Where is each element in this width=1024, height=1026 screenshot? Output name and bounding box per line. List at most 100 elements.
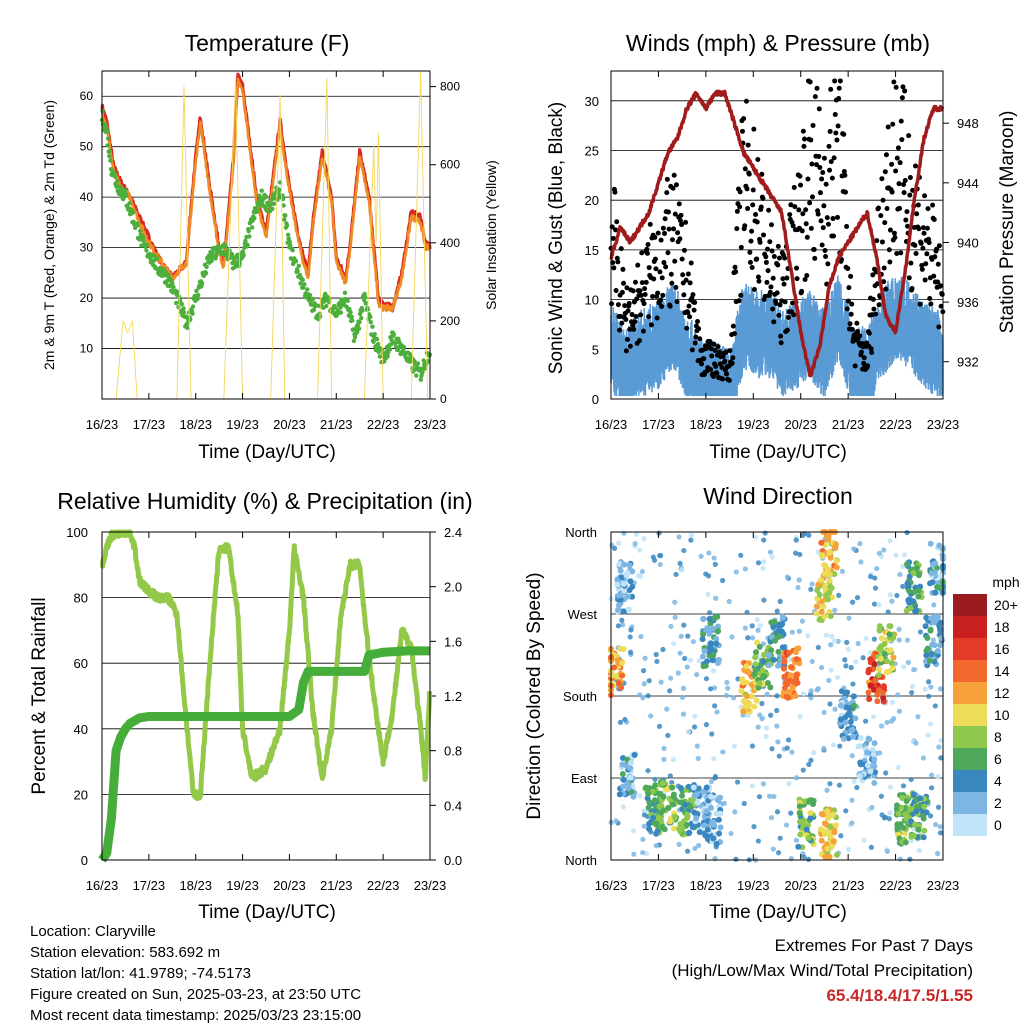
direction-point bbox=[819, 552, 826, 559]
direction-point bbox=[885, 609, 891, 615]
td2m-series bbox=[99, 108, 433, 382]
gust-point bbox=[902, 88, 908, 94]
legend-swatch bbox=[953, 726, 987, 748]
direction-point bbox=[895, 692, 901, 698]
direction-point bbox=[793, 671, 800, 678]
direction-point bbox=[709, 657, 716, 664]
gust-point bbox=[612, 189, 618, 195]
legend-swatch bbox=[953, 748, 987, 770]
direction-point bbox=[677, 821, 684, 828]
direction-point bbox=[752, 534, 758, 540]
direction-point bbox=[625, 606, 632, 613]
gust-point bbox=[780, 276, 786, 282]
direction-point bbox=[677, 650, 683, 656]
gust-point bbox=[653, 266, 659, 272]
direction-point bbox=[828, 667, 834, 673]
gust-point bbox=[906, 275, 912, 281]
td2m-point bbox=[108, 166, 114, 172]
direction-point bbox=[844, 712, 851, 719]
gust-point bbox=[681, 292, 687, 298]
gust-point bbox=[857, 333, 863, 339]
gust-point bbox=[898, 118, 904, 124]
gust-point bbox=[727, 348, 733, 354]
direction-point bbox=[931, 619, 938, 626]
gust-point bbox=[614, 219, 620, 225]
gust-point bbox=[837, 78, 843, 84]
legend-swatch bbox=[953, 814, 987, 836]
direction-point bbox=[766, 651, 773, 658]
direction-point bbox=[656, 803, 663, 810]
gust-point bbox=[938, 303, 944, 309]
direction-point bbox=[726, 598, 732, 605]
direction-point bbox=[826, 677, 832, 683]
gust-point bbox=[650, 293, 656, 299]
gust-point bbox=[922, 277, 928, 283]
gust-point bbox=[636, 338, 642, 344]
gust-point bbox=[935, 261, 941, 267]
direction-point bbox=[708, 778, 714, 785]
direction-point bbox=[764, 691, 770, 697]
direction-point bbox=[685, 848, 691, 854]
gust-point bbox=[814, 85, 820, 91]
gust-point bbox=[748, 238, 754, 244]
gust-point bbox=[920, 225, 926, 231]
direction-point bbox=[846, 615, 852, 621]
td2m-point bbox=[107, 153, 112, 159]
direction-point bbox=[777, 598, 783, 604]
direction-point bbox=[755, 560, 762, 566]
direction-point bbox=[710, 668, 716, 674]
y-tick-label: North bbox=[565, 525, 597, 540]
td2m-point bbox=[295, 269, 300, 274]
gust-point bbox=[875, 205, 881, 211]
td2m-point bbox=[141, 238, 146, 244]
direction-point bbox=[796, 660, 803, 667]
direction-point bbox=[692, 845, 698, 852]
direction-point bbox=[837, 716, 844, 723]
gust-point bbox=[792, 204, 798, 210]
gust-point bbox=[768, 284, 774, 290]
td2m-point bbox=[270, 206, 275, 212]
gust-point bbox=[808, 137, 814, 143]
extremes-subheading: (High/Low/Max Wind/Total Precipitation) bbox=[671, 961, 973, 980]
direction-point bbox=[624, 593, 631, 600]
direction-point bbox=[774, 707, 780, 714]
gust-point bbox=[883, 152, 889, 158]
direction-point bbox=[708, 804, 715, 811]
direction-point bbox=[640, 695, 646, 701]
direction-point bbox=[833, 564, 840, 571]
gust-point bbox=[745, 142, 751, 148]
direction-point bbox=[845, 846, 852, 853]
direction-point bbox=[878, 793, 884, 799]
direction-point bbox=[648, 713, 654, 719]
station-info: Location: Claryville Station elevation: … bbox=[30, 921, 361, 1026]
direction-point bbox=[923, 809, 930, 816]
gust-point bbox=[935, 279, 941, 285]
gust-point bbox=[817, 165, 823, 171]
gust-point bbox=[648, 322, 654, 328]
direction-point bbox=[653, 821, 660, 828]
y2-tick-label: 932 bbox=[957, 355, 979, 370]
gust-point bbox=[768, 222, 774, 228]
direction-point bbox=[843, 808, 849, 814]
gust-point bbox=[880, 197, 886, 203]
direction-point bbox=[800, 817, 807, 824]
gust-point bbox=[841, 131, 847, 137]
direction-point bbox=[899, 795, 906, 802]
x-tick-label: 22/23 bbox=[367, 417, 400, 432]
td2m-point bbox=[338, 305, 343, 310]
gust-point bbox=[832, 112, 838, 118]
td2m-point bbox=[368, 319, 373, 325]
y-tick-label: 60 bbox=[80, 89, 94, 103]
direction-point bbox=[921, 803, 928, 810]
direction-point bbox=[913, 607, 920, 614]
y-tick-label: 25 bbox=[585, 144, 599, 159]
gust-point bbox=[924, 251, 930, 257]
direction-point bbox=[935, 850, 941, 857]
x-tick-label: 17/23 bbox=[133, 878, 166, 893]
direction-point bbox=[670, 757, 676, 763]
direction-point bbox=[616, 560, 623, 567]
td2m-point bbox=[414, 373, 419, 378]
direction-point bbox=[640, 668, 647, 674]
gust-point bbox=[737, 204, 743, 210]
